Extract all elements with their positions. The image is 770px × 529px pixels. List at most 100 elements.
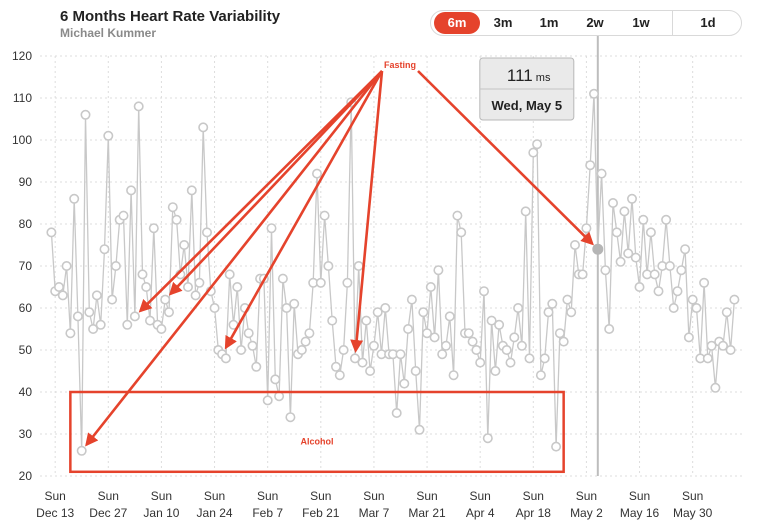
data-point [277,273,288,284]
data-point [247,340,258,351]
data-point [99,244,110,255]
x-tick-label: Apr 4 [466,506,495,520]
x-tick-label: Sun [363,489,384,503]
data-point [122,319,133,330]
data-point [494,319,505,330]
data-point [315,277,326,288]
x-tick-label: Sun [469,489,490,503]
fasting-arrow [350,70,384,353]
alcohol-annotation-label: Alcohol [301,437,334,447]
data-point [653,286,664,297]
data-point [448,370,459,381]
data-point [194,277,205,288]
data-point [186,185,197,196]
y-tick-label: 100 [12,133,32,147]
range-tab-3m[interactable]: 3m [493,15,513,30]
range-tab-1m[interactable]: 1m [539,15,559,30]
data-point [425,281,436,292]
data-point [539,353,550,364]
x-tick-label: Sun [310,489,331,503]
range-tab-1w[interactable]: 1w [632,15,650,30]
data-point [562,294,573,305]
data-point [717,340,728,351]
data-point [141,281,152,292]
data-point [342,277,353,288]
x-tick-label: Jan 10 [143,506,179,520]
data-point [95,319,106,330]
data-point [410,365,421,376]
data-point [179,240,190,251]
data-point [323,260,334,271]
data-point [243,328,254,339]
data-point [676,265,687,276]
chart-subtitle: Michael Kummer [60,26,157,40]
y-tick-label: 90 [19,175,33,189]
tooltip-unit: ms [536,72,551,84]
data-point [680,244,691,255]
data-point [687,294,698,305]
data-point [148,223,159,234]
data-point [505,357,516,368]
data-point [274,391,285,402]
data-point [482,433,493,444]
tooltip-date: Wed, May 5 [492,98,563,113]
data-point [327,315,338,326]
data-point [368,340,379,351]
data-point [353,260,364,271]
data-point [137,269,148,280]
data-point [365,365,376,376]
fasting-arrow [168,70,383,296]
data-point [551,441,562,452]
data-point [528,147,539,158]
data-point [65,328,76,339]
data-point [334,370,345,381]
data-point [129,311,140,322]
data-point [133,101,144,112]
data-point [53,281,64,292]
data-point [566,307,577,318]
range-tab-2w[interactable]: 2w [586,15,604,30]
data-point [699,277,710,288]
data-point [262,395,273,406]
tooltip-value: 111 [507,66,533,85]
data-point [471,344,482,355]
x-tick-label: Sun [44,489,65,503]
fasting-arrow [224,70,384,350]
data-point [437,349,448,360]
data-point [619,206,630,217]
x-tick-label: Sun [682,489,703,503]
x-tick-label: Sun [204,489,225,503]
data-point [611,227,622,238]
data-point [543,307,554,318]
chart-title: 6 Months Heart Rate Variability [60,8,281,25]
data-point [160,294,171,305]
data-point [501,344,512,355]
data-point [456,227,467,238]
data-point [547,298,558,309]
range-tab-1d[interactable]: 1d [700,15,716,30]
data-point [80,109,91,120]
data-point [535,370,546,381]
data-point [285,412,296,423]
data-point [452,210,463,221]
data-point [585,160,596,171]
data-point [88,323,99,334]
x-tick-label: May 2 [570,506,603,520]
x-tick-label: Sun [416,489,437,503]
y-tick-label: 30 [19,427,33,441]
data-point-selected [592,243,604,255]
data-point [604,323,615,334]
y-tick-label: 120 [12,49,32,63]
data-point [202,227,213,238]
range-tab-6m[interactable]: 6m [434,12,480,34]
data-point [69,193,80,204]
data-point [721,307,732,318]
x-tick-label: Apr 18 [516,506,552,520]
data-point [311,168,322,179]
data-point [338,344,349,355]
data-point [72,311,83,322]
data-point [164,307,175,318]
data-point [558,336,569,347]
data-point [554,328,565,339]
data-point [46,227,57,238]
